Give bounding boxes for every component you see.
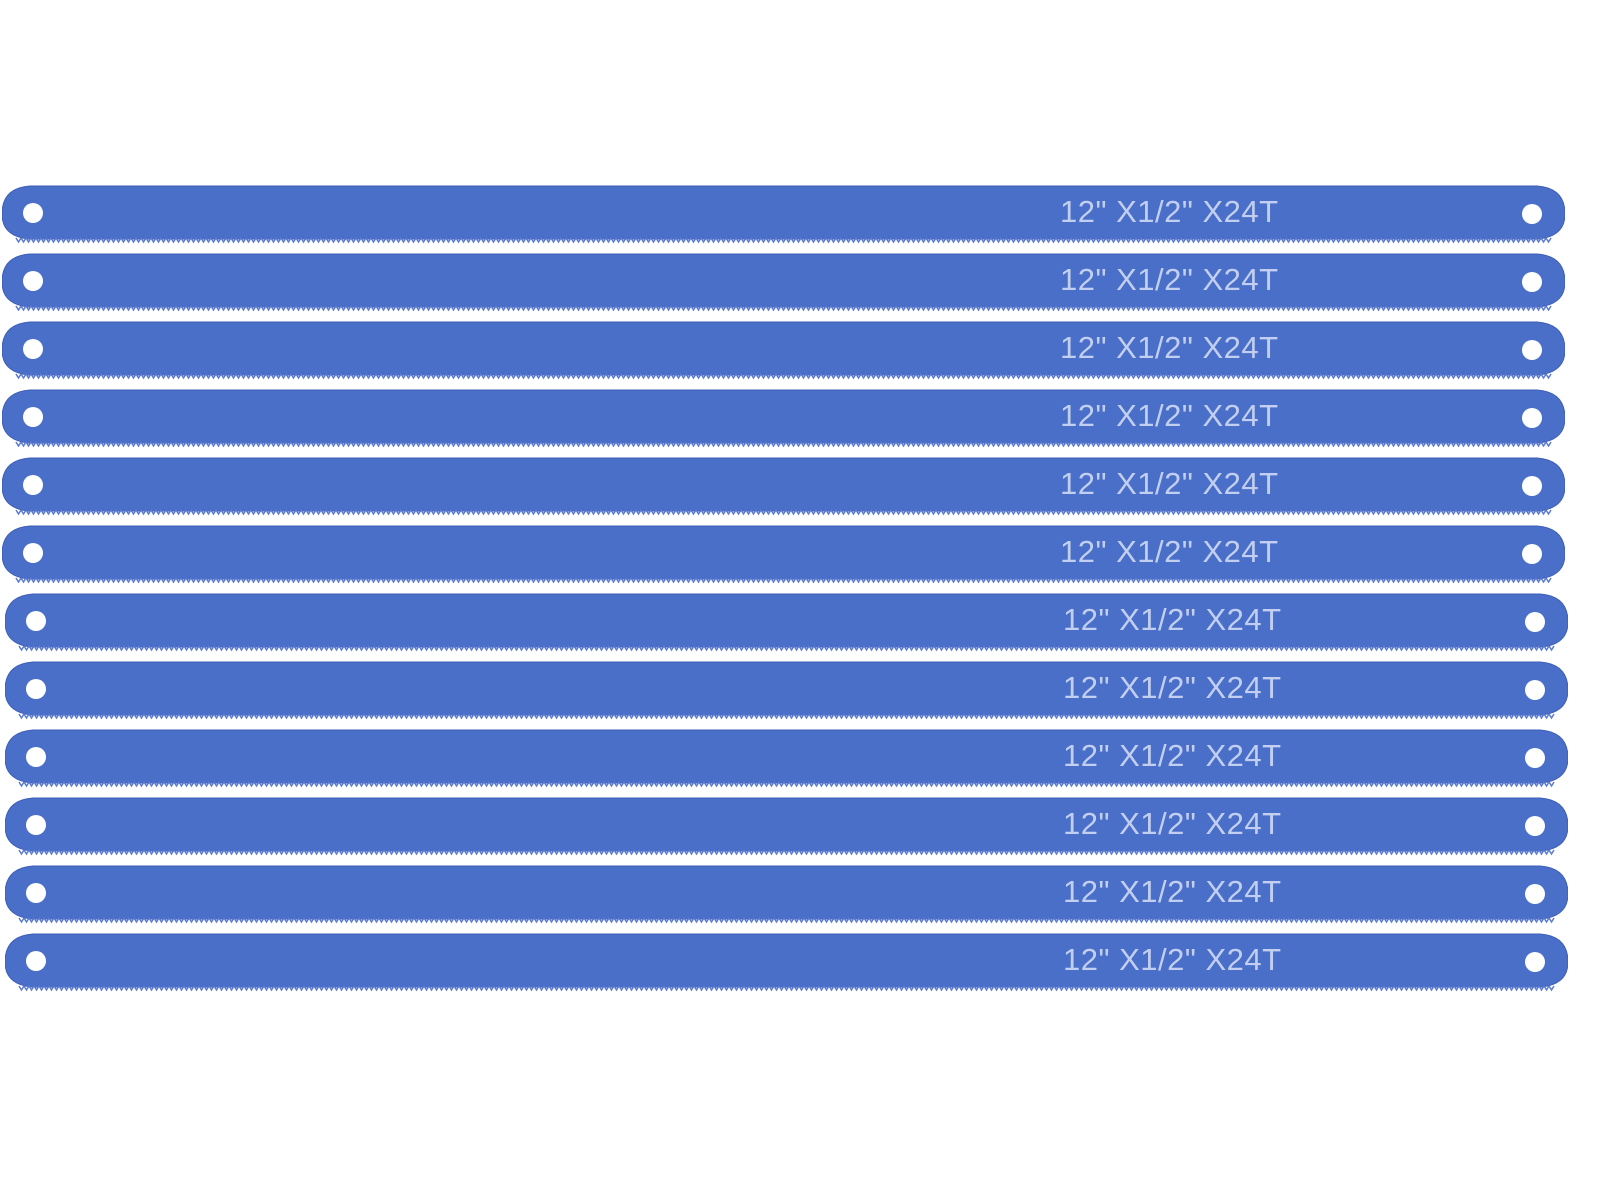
hacksaw-blade: 12" X1/2" X24T — [5, 932, 1568, 992]
blade-body — [5, 797, 1568, 852]
hacksaw-blade: 12" X1/2" X24T — [2, 388, 1565, 448]
mounting-hole-left — [23, 407, 43, 427]
blade-teeth — [18, 985, 1555, 992]
blade-teeth — [15, 509, 1552, 516]
blade-size-label: 12" X1/2" X24T — [1063, 602, 1282, 637]
mounting-hole-left — [26, 611, 46, 631]
blade-body — [5, 865, 1568, 920]
mounting-hole-right — [1522, 272, 1542, 292]
hacksaw-blade: 12" X1/2" X24T — [2, 252, 1565, 312]
blade-teeth — [18, 849, 1555, 856]
hacksaw-blade: 12" X1/2" X24T — [2, 524, 1565, 584]
mounting-hole-left — [26, 679, 46, 699]
mounting-hole-right — [1522, 204, 1542, 224]
hacksaw-blade: 12" X1/2" X24T — [2, 456, 1565, 516]
blade-body — [2, 525, 1565, 580]
blade-teeth — [18, 713, 1555, 720]
blade-size-label: 12" X1/2" X24T — [1060, 466, 1279, 501]
blade-teeth — [15, 441, 1552, 448]
blade-size-label: 12" X1/2" X24T — [1060, 330, 1279, 365]
hacksaw-blade: 12" X1/2" X24T — [2, 320, 1565, 380]
blade-size-label: 12" X1/2" X24T — [1063, 942, 1282, 977]
mounting-hole-right — [1522, 476, 1542, 496]
blade-body — [2, 185, 1565, 240]
blade-size-label: 12" X1/2" X24T — [1063, 738, 1282, 773]
blade-size-label: 12" X1/2" X24T — [1063, 874, 1282, 909]
blade-size-label: 12" X1/2" X24T — [1060, 534, 1279, 569]
hacksaw-blade: 12" X1/2" X24T — [2, 184, 1565, 244]
blade-body — [5, 661, 1568, 716]
blade-body — [2, 457, 1565, 512]
hacksaw-blade: 12" X1/2" X24T — [5, 864, 1568, 924]
blade-teeth — [18, 645, 1555, 652]
hacksaw-blade: 12" X1/2" X24T — [5, 728, 1568, 788]
blade-body — [5, 933, 1568, 988]
hacksaw-blade: 12" X1/2" X24T — [5, 592, 1568, 652]
mounting-hole-left — [23, 475, 43, 495]
mounting-hole-right — [1525, 680, 1545, 700]
blade-body — [2, 253, 1565, 308]
blade-teeth — [15, 237, 1552, 244]
mounting-hole-right — [1525, 952, 1545, 972]
mounting-hole-left — [26, 951, 46, 971]
blade-teeth — [18, 917, 1555, 924]
blade-body — [2, 321, 1565, 376]
mounting-hole-right — [1525, 884, 1545, 904]
blade-teeth — [15, 577, 1552, 584]
hacksaw-blade: 12" X1/2" X24T — [5, 660, 1568, 720]
blade-size-label: 12" X1/2" X24T — [1060, 262, 1279, 297]
blade-size-label: 12" X1/2" X24T — [1063, 670, 1282, 705]
blade-body — [2, 389, 1565, 444]
mounting-hole-right — [1522, 340, 1542, 360]
blade-size-label: 12" X1/2" X24T — [1060, 194, 1279, 229]
blade-teeth — [15, 305, 1552, 312]
mounting-hole-right — [1525, 748, 1545, 768]
mounting-hole-left — [23, 339, 43, 359]
blade-size-label: 12" X1/2" X24T — [1063, 806, 1282, 841]
mounting-hole-left — [23, 271, 43, 291]
mounting-hole-left — [26, 747, 46, 767]
mounting-hole-left — [23, 543, 43, 563]
blade-teeth — [15, 373, 1552, 380]
mounting-hole-right — [1522, 544, 1542, 564]
blade-size-label: 12" X1/2" X24T — [1060, 398, 1279, 433]
mounting-hole-left — [26, 883, 46, 903]
mounting-hole-right — [1522, 408, 1542, 428]
mounting-hole-left — [26, 815, 46, 835]
blade-teeth — [18, 781, 1555, 788]
blade-body — [5, 593, 1568, 648]
hacksaw-blade: 12" X1/2" X24T — [5, 796, 1568, 856]
mounting-hole-right — [1525, 612, 1545, 632]
mounting-hole-right — [1525, 816, 1545, 836]
blade-body — [5, 729, 1568, 784]
mounting-hole-left — [23, 203, 43, 223]
